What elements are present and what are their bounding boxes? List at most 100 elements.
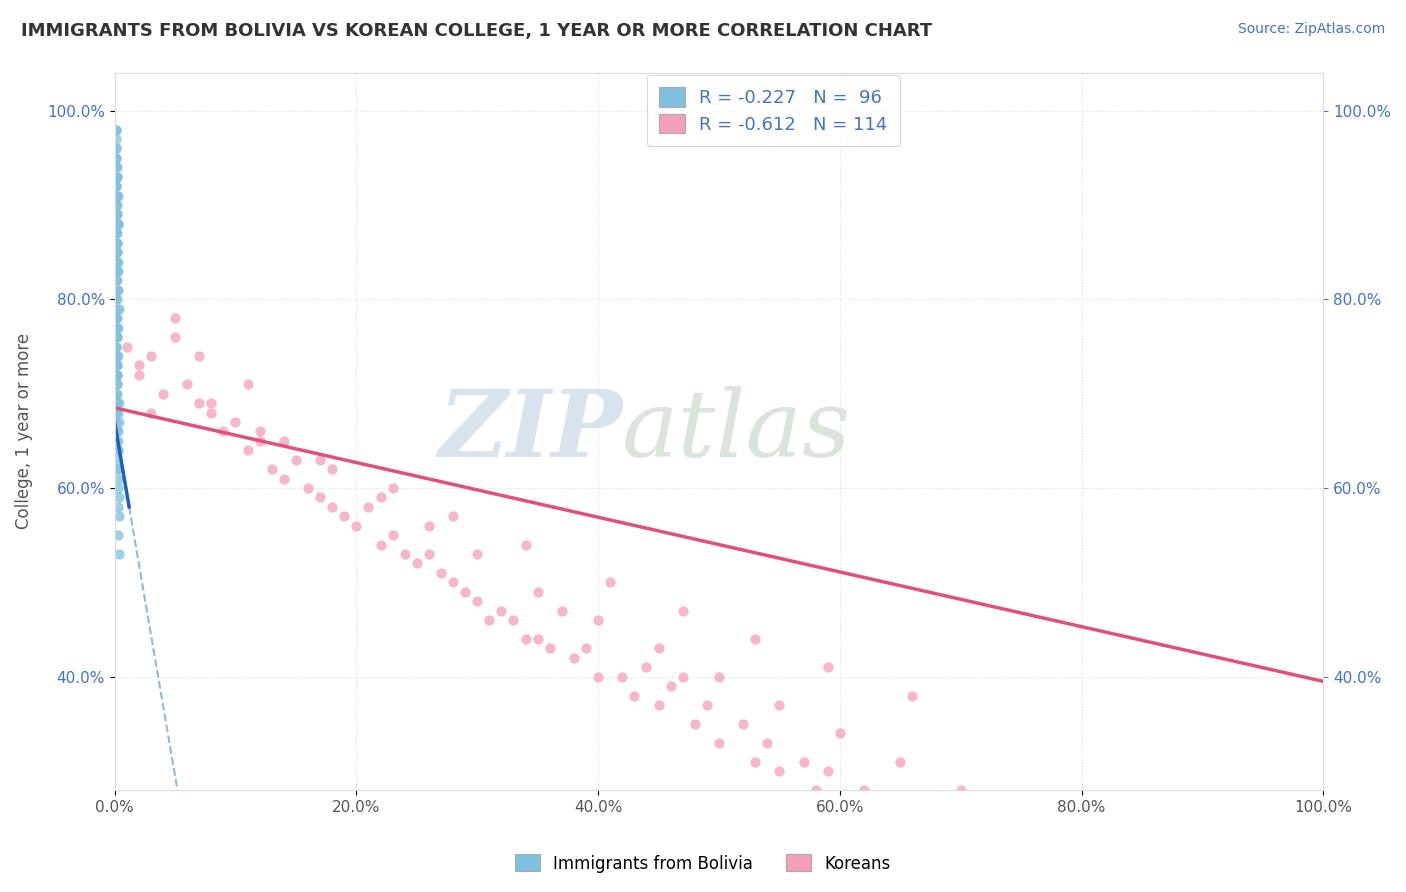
Point <box>212 425 235 439</box>
Point <box>1070 877 1092 891</box>
Point <box>105 320 128 334</box>
Point <box>107 217 129 231</box>
Point <box>321 462 343 476</box>
Point <box>104 151 127 165</box>
Point <box>249 425 271 439</box>
Legend: R = -0.227   N =  96, R = -0.612   N = 114: R = -0.227 N = 96, R = -0.612 N = 114 <box>647 75 900 146</box>
Point <box>105 235 128 250</box>
Point <box>104 368 127 382</box>
Point <box>1010 811 1032 825</box>
Point <box>107 481 129 495</box>
Point <box>912 811 935 825</box>
Point <box>586 613 609 627</box>
Point <box>817 764 839 778</box>
Point <box>105 207 128 221</box>
Point <box>105 169 128 184</box>
Point <box>405 557 427 571</box>
Point <box>105 169 128 184</box>
Point <box>105 227 128 241</box>
Point <box>104 396 127 410</box>
Point <box>260 462 283 476</box>
Point <box>707 736 730 750</box>
Legend: Immigrants from Bolivia, Koreans: Immigrants from Bolivia, Koreans <box>509 847 897 880</box>
Point <box>107 462 129 476</box>
Point <box>418 547 440 561</box>
Point <box>104 359 127 373</box>
Point <box>309 491 332 505</box>
Point <box>478 613 501 627</box>
Point <box>707 670 730 684</box>
Point <box>200 405 222 419</box>
Point <box>768 764 790 778</box>
Point <box>107 500 129 514</box>
Point <box>163 330 186 344</box>
Point <box>441 575 464 590</box>
Point <box>441 509 464 524</box>
Point <box>107 425 129 439</box>
Point <box>321 500 343 514</box>
Point <box>273 472 295 486</box>
Point <box>104 227 127 241</box>
Point <box>551 604 574 618</box>
Point <box>107 320 129 334</box>
Point <box>105 245 128 260</box>
Point <box>297 481 319 495</box>
Point <box>105 386 128 401</box>
Point <box>236 443 259 458</box>
Point <box>756 736 779 750</box>
Point <box>188 349 211 363</box>
Point <box>394 547 416 561</box>
Point <box>104 179 127 194</box>
Point <box>104 227 127 241</box>
Point <box>105 425 128 439</box>
Point <box>1191 887 1213 892</box>
Point <box>107 443 129 458</box>
Point <box>104 169 127 184</box>
Point <box>108 415 131 429</box>
Point <box>696 698 718 712</box>
Point <box>105 301 128 316</box>
Point <box>107 405 129 419</box>
Point <box>105 245 128 260</box>
Point <box>105 396 128 410</box>
Point <box>107 349 129 363</box>
Point <box>865 802 887 816</box>
Point <box>104 415 127 429</box>
Point <box>108 301 131 316</box>
Point <box>430 566 453 580</box>
Point <box>344 518 367 533</box>
Point <box>586 670 609 684</box>
Point <box>105 330 128 344</box>
Point <box>139 405 162 419</box>
Point <box>104 311 127 326</box>
Point <box>925 821 948 835</box>
Point <box>105 188 128 202</box>
Point <box>176 377 198 392</box>
Point <box>104 264 127 278</box>
Point <box>188 396 211 410</box>
Point <box>949 782 972 797</box>
Point <box>107 434 129 448</box>
Point <box>104 349 127 363</box>
Point <box>104 434 127 448</box>
Point <box>128 368 150 382</box>
Point <box>370 491 392 505</box>
Point <box>105 161 128 175</box>
Point <box>104 339 127 353</box>
Point <box>515 538 537 552</box>
Point <box>998 839 1021 854</box>
Point <box>381 481 404 495</box>
Point <box>107 283 129 297</box>
Point <box>108 547 131 561</box>
Point <box>672 604 695 618</box>
Point <box>491 604 513 618</box>
Point <box>200 396 222 410</box>
Point <box>139 349 162 363</box>
Point <box>502 613 524 627</box>
Point <box>107 254 129 268</box>
Text: atlas: atlas <box>623 386 852 476</box>
Point <box>104 188 127 202</box>
Point <box>949 839 972 854</box>
Point <box>333 509 356 524</box>
Point <box>107 472 129 486</box>
